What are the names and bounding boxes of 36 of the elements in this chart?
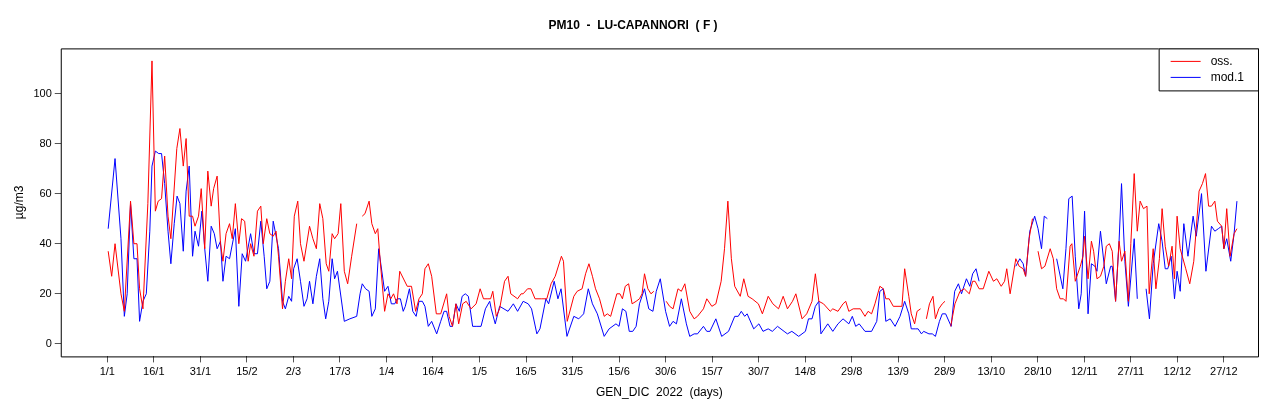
y-tick-label: 20 — [39, 286, 52, 299]
x-tick-label: 13/9 — [887, 365, 909, 378]
x-tick-label: 15/7 — [701, 365, 723, 378]
x-tick-label: 2/3 — [285, 365, 302, 378]
x-tick-label: 1/4 — [378, 365, 395, 378]
y-tick-label: 0 — [45, 336, 52, 349]
x-tick-label: 16/5 — [515, 365, 537, 378]
x-tick-label: 15/6 — [608, 365, 630, 378]
x-axis-title: GEN_DIC 2022 (days) — [596, 385, 723, 400]
x-tick-label: 27/11 — [1117, 365, 1145, 378]
x-tick-label: 16/1 — [143, 365, 165, 378]
x-tick-label: 30/6 — [654, 365, 677, 378]
x-tick-label: 31/1 — [189, 365, 212, 378]
x-tick-label: 29/8 — [840, 365, 863, 378]
x-tick-label: 14/8 — [794, 365, 816, 378]
x-tick-label: 28/10 — [1024, 365, 1052, 378]
x-tick-label: 13/10 — [977, 365, 1006, 378]
x-tick-label: 17/3 — [329, 365, 351, 378]
y-tick-label: 40 — [39, 236, 52, 249]
x-tick-label: 30/7 — [747, 365, 770, 378]
x-tick-label: 16/4 — [422, 365, 444, 378]
x-tick-label: 28/9 — [934, 365, 956, 378]
legend-label: oss. — [1210, 53, 1233, 68]
legend-label: mod.1 — [1210, 69, 1245, 84]
x-tick-label: 31/5 — [561, 365, 584, 378]
y-tick-label: 100 — [33, 86, 52, 99]
x-tick-label: 27/12 — [1210, 365, 1238, 378]
x-tick-label: 15/2 — [236, 365, 258, 378]
y-tick-label: 60 — [39, 186, 52, 199]
x-tick-label: 12/12 — [1163, 365, 1192, 378]
chart-title: PM10 - LU-CAPANNORI ( F ) — [548, 17, 718, 32]
y-tick-label: 80 — [39, 136, 52, 149]
x-tick-label: 1/1 — [99, 365, 115, 378]
x-tick-label: 12/11 — [1070, 365, 1098, 378]
x-tick-label: 1/5 — [471, 365, 488, 378]
y-axis-title: µg/m3 — [11, 185, 26, 220]
